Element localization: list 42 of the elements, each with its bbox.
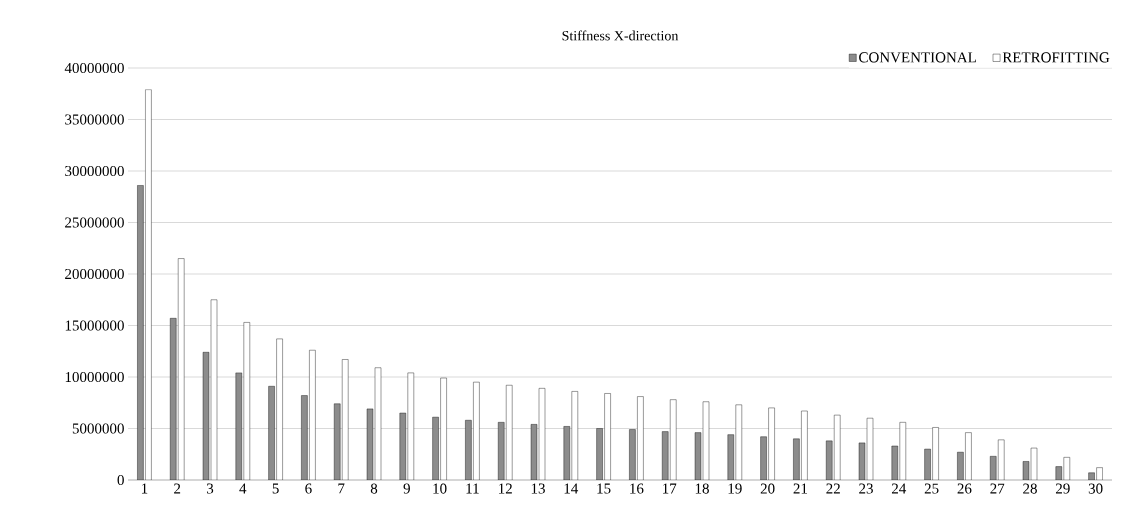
- x-tick-label: 28: [1023, 483, 1037, 494]
- y-tick-label: 0: [117, 474, 124, 486]
- x-tick-label: 26: [957, 483, 972, 494]
- y-tick-label: 35000000: [65, 114, 124, 125]
- y-tick-label: 10000000: [65, 371, 124, 383]
- x-tick-label: 16: [630, 483, 644, 494]
- x-tick-label: 15: [597, 483, 611, 494]
- x-tick-label: 7: [338, 483, 345, 494]
- x-tick-label: 27: [990, 483, 1005, 494]
- x-tick-label: 13: [531, 483, 545, 494]
- x-tick-label: 30: [1088, 483, 1103, 494]
- x-tick-label: 11: [466, 483, 479, 494]
- x-tick-label: 19: [728, 483, 742, 494]
- x-tick-label: 21: [793, 483, 808, 494]
- x-tick-label: 24: [891, 483, 907, 494]
- x-tick-label: 3: [206, 483, 214, 494]
- y-tick-label: 25000000: [65, 217, 124, 228]
- x-tick-label: 18: [695, 483, 709, 494]
- x-tick-label: 25: [924, 483, 939, 494]
- y-tick-label: 15000000: [65, 320, 124, 331]
- x-tick-label: 6: [305, 483, 312, 494]
- y-tick-label: 40000000: [64, 62, 124, 74]
- x-tick-label: 12: [499, 483, 512, 494]
- x-tick-label: 23: [859, 483, 873, 494]
- legend-label: RETROFITTING: [1002, 52, 1110, 63]
- x-tick-label: 5: [272, 483, 279, 494]
- x-tick-label: 14: [564, 483, 579, 494]
- x-tick-label: 22: [826, 483, 840, 494]
- x-tick-label: 29: [1055, 483, 1070, 494]
- x-tick-label: 9: [403, 483, 410, 494]
- x-tick-label: 20: [760, 483, 775, 494]
- legend-label: CONVENTIONAL: [859, 52, 976, 63]
- y-tick-label: 5000000: [72, 423, 124, 434]
- x-tick-label: 10: [433, 483, 447, 494]
- x-tick-label: 4: [239, 483, 247, 494]
- chart-title: Stiffness X-direction: [562, 30, 679, 41]
- x-tick-label: 1: [141, 483, 148, 494]
- x-tick-label: 17: [663, 483, 677, 494]
- x-tick-label: 8: [370, 483, 378, 494]
- y-tick-label: 20000000: [65, 268, 124, 280]
- x-tick-label: 2: [174, 483, 181, 494]
- y-tick-label: 30000000: [65, 165, 124, 177]
